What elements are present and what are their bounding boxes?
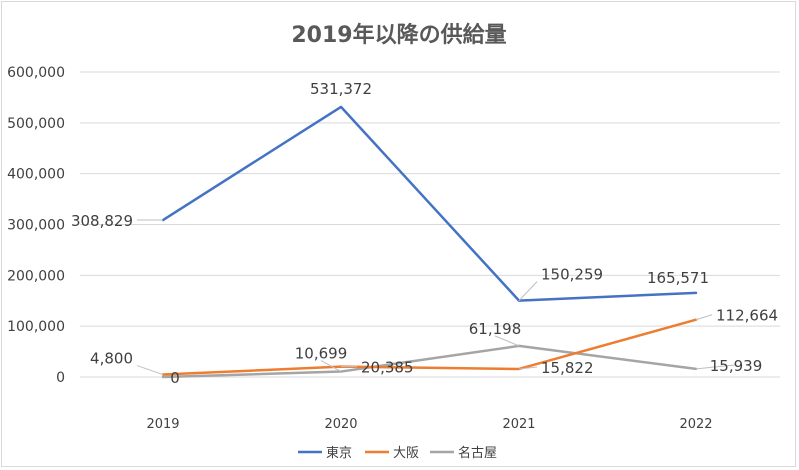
y-axis-ticks: 0 100,000 200,000 300,000 400,000 500,000 600,… <box>7 65 65 386</box>
data-label: 308,829 <box>71 212 133 230</box>
leader-line <box>518 281 538 301</box>
x-tick-label: 2020 <box>324 417 357 432</box>
x-tick-label: 2019 <box>146 417 179 432</box>
data-label: 150,259 <box>541 266 603 284</box>
leader-line <box>518 366 538 370</box>
x-tick-label: 2021 <box>502 417 535 432</box>
legend-label: 名古屋 <box>458 445 497 461</box>
label-leader-lines <box>136 219 737 376</box>
series-line <box>161 105 698 302</box>
data-label: 15,822 <box>541 359 594 377</box>
leader-line <box>320 360 342 372</box>
leader-line <box>136 365 164 376</box>
data-label: 4,800 <box>90 350 133 368</box>
x-axis-ticks: 2019 2020 2021 2022 <box>146 417 712 432</box>
gridlines <box>80 71 780 378</box>
leader-line <box>494 335 520 347</box>
data-labels: 308,829 531,372 150,259 165,571 4,800 20,385 1… <box>71 80 778 387</box>
data-label: 61,198 <box>469 320 522 338</box>
data-label: 10,699 <box>295 345 348 363</box>
chart-title: 2019年以降の供給量 <box>291 22 506 48</box>
data-label: 15,939 <box>710 357 763 375</box>
data-label: 531,372 <box>310 80 372 98</box>
legend-label: 大阪 <box>393 446 419 461</box>
y-tick-label: 100,000 <box>7 319 65 335</box>
y-tick-label: 500,000 <box>7 116 65 132</box>
data-label: 20,385 <box>361 359 414 377</box>
y-tick-label: 200,000 <box>7 268 65 284</box>
y-tick-label: 400,000 <box>7 167 65 183</box>
data-label: 112,664 <box>716 307 778 325</box>
series-line <box>161 344 698 379</box>
legend-label: 東京 <box>326 445 352 461</box>
series-lines <box>161 105 698 379</box>
y-tick-label: 600,000 <box>7 65 65 81</box>
leader-line <box>695 314 713 321</box>
y-tick-label: 300,000 <box>7 218 65 234</box>
legend: 東京 大阪 名古屋 <box>298 445 497 461</box>
data-label: 0 <box>170 369 180 387</box>
x-tick-label: 2022 <box>679 417 712 432</box>
data-label: 165,571 <box>647 269 709 287</box>
y-tick-label: 0 <box>56 370 65 386</box>
series-line <box>161 318 698 376</box>
leader-line <box>695 364 737 370</box>
